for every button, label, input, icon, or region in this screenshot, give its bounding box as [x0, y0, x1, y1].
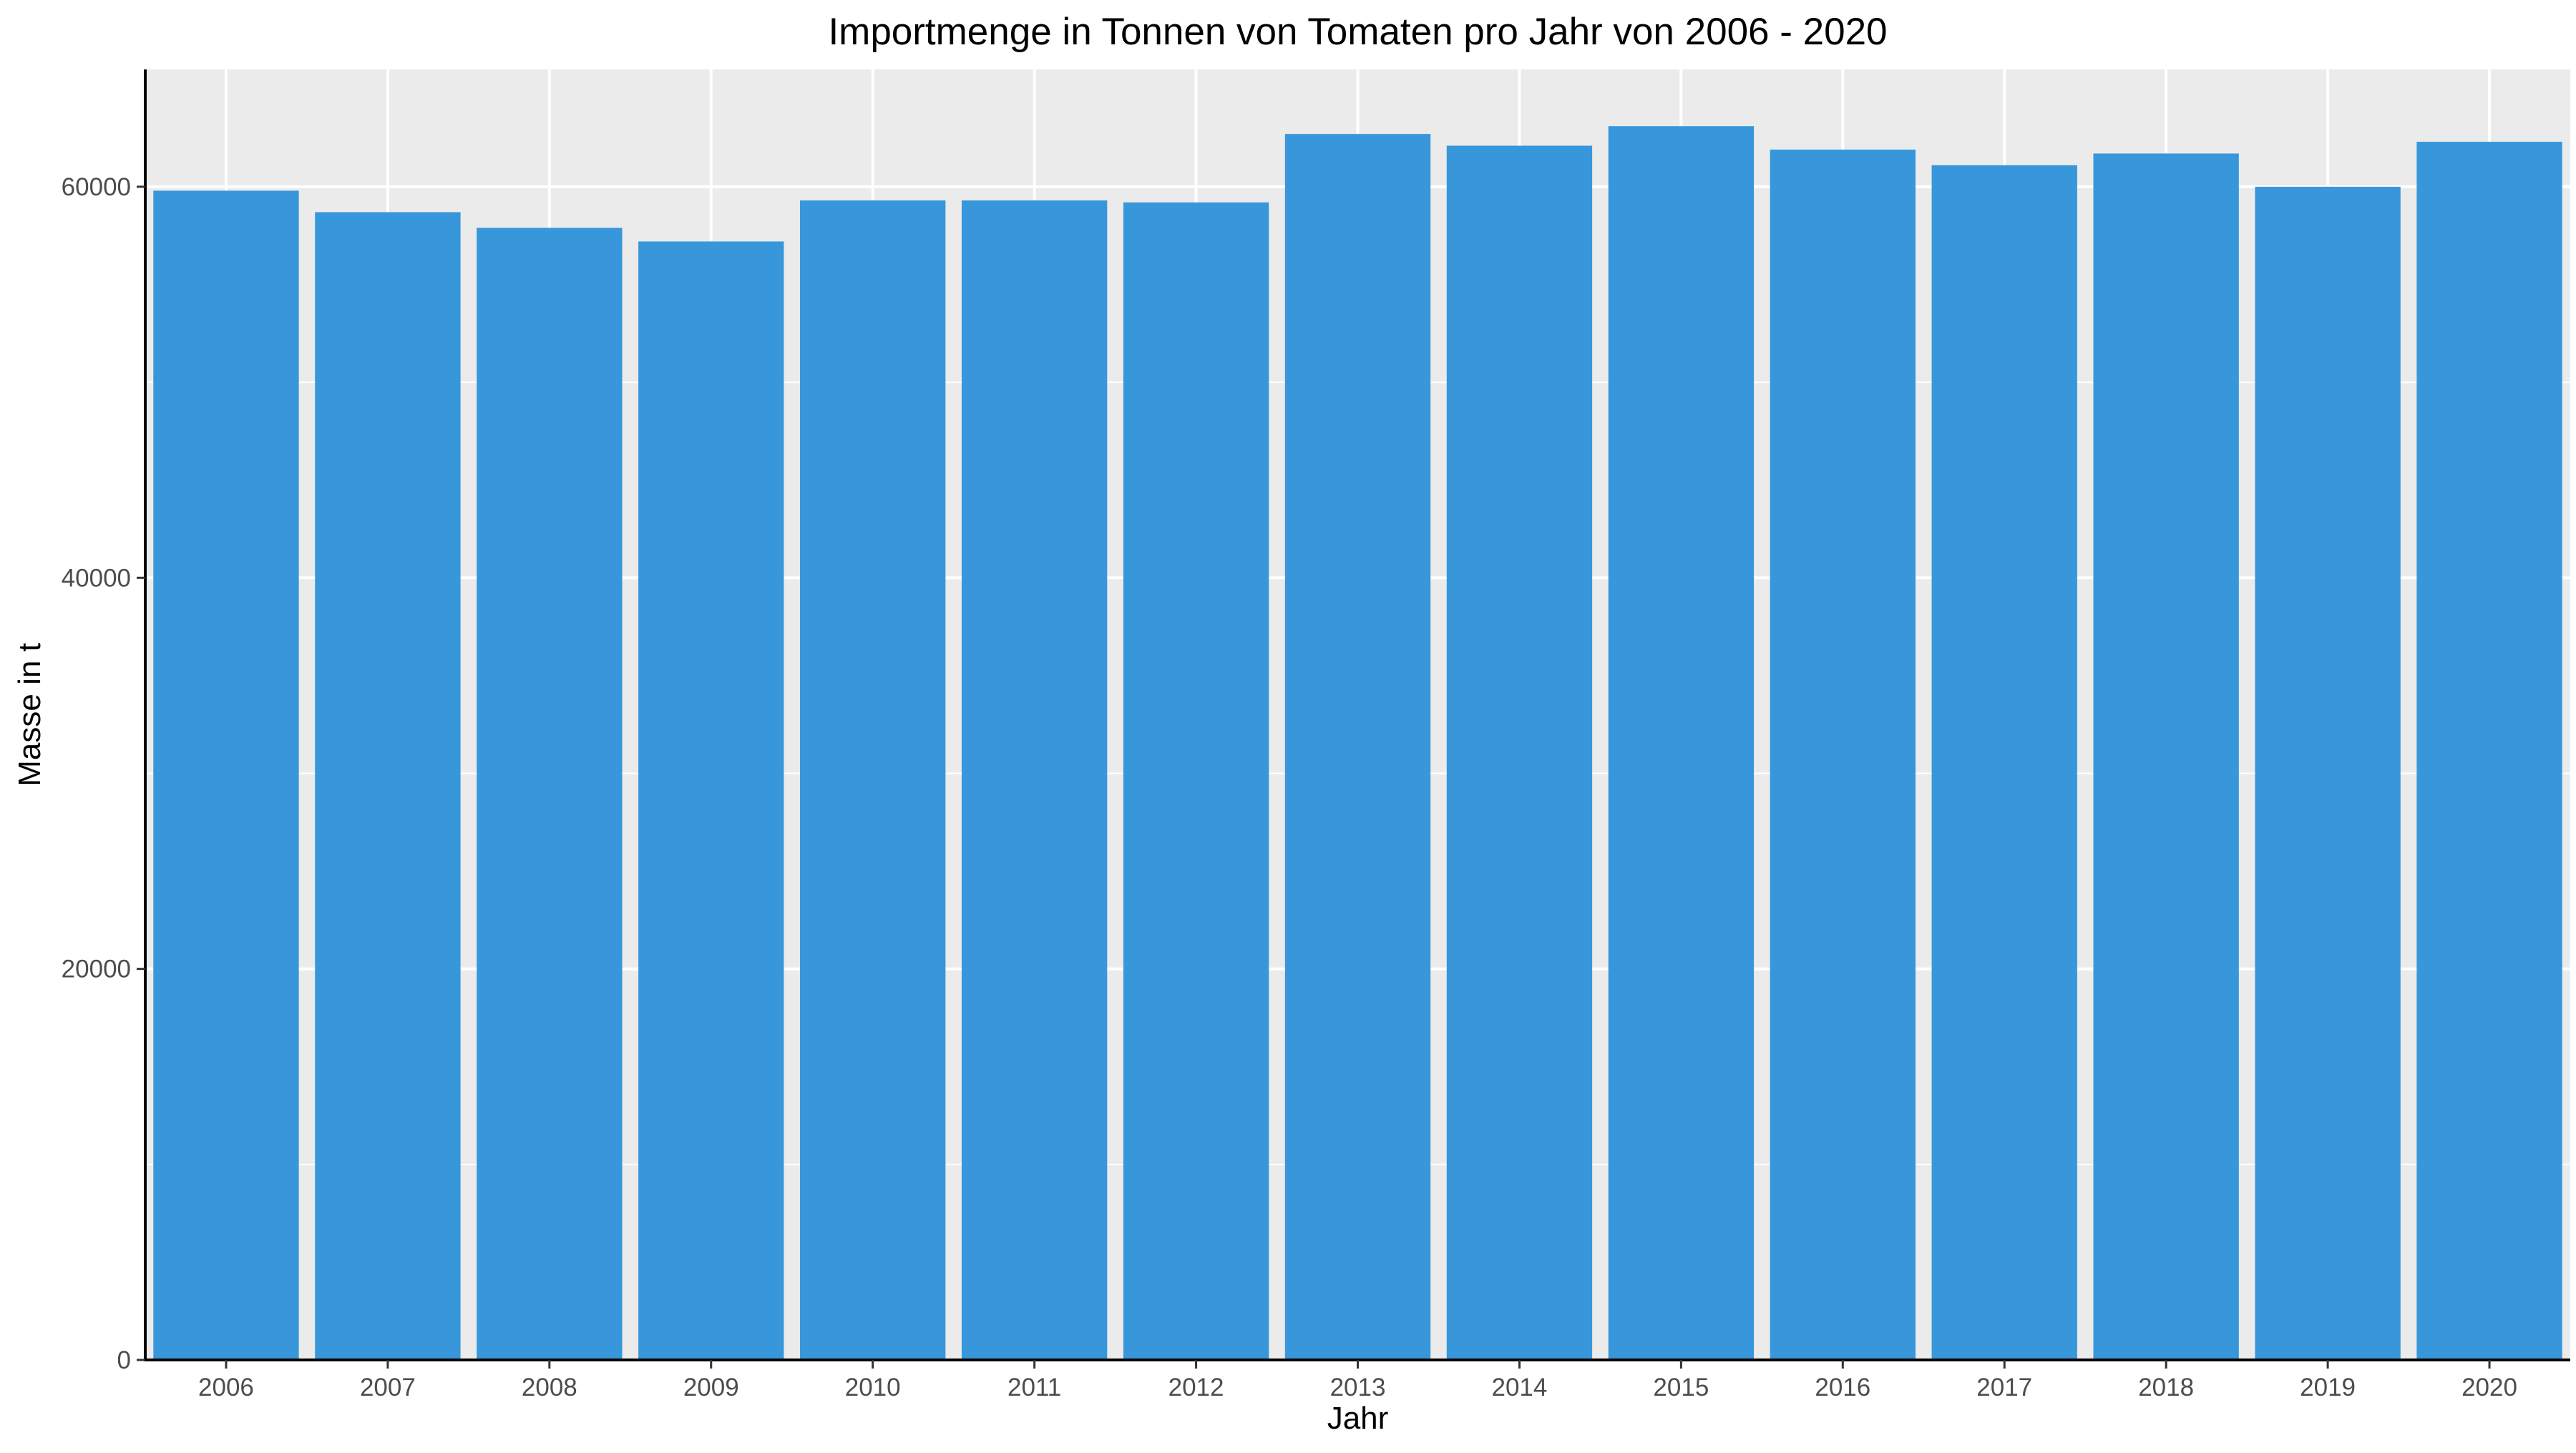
x-tick-label: 2006 — [198, 1374, 254, 1401]
y-axis-title: Masse in t — [12, 643, 47, 787]
y-tick-label: 20000 — [62, 956, 131, 983]
x-tick-label: 2009 — [683, 1374, 739, 1401]
x-tick-label: 2010 — [845, 1374, 901, 1401]
bar-2014 — [1446, 145, 1593, 1361]
x-tick-label: 2014 — [1491, 1374, 1547, 1401]
x-tick-label: 2019 — [2300, 1374, 2356, 1401]
bar-2013 — [1284, 134, 1431, 1360]
x-tick-label: 2011 — [1008, 1374, 1061, 1401]
x-tick-label: 2017 — [1976, 1374, 2032, 1401]
bar-2012 — [1123, 202, 1269, 1360]
y-tick-label: 40000 — [62, 564, 131, 592]
y-tick-label: 60000 — [62, 173, 131, 201]
x-tick-label: 2013 — [1330, 1374, 1386, 1401]
x-tick-label: 2016 — [1815, 1374, 1870, 1401]
bar-2018 — [2093, 153, 2239, 1361]
bar-2006 — [153, 190, 299, 1360]
bar-2008 — [477, 228, 623, 1360]
x-axis-title: Jahr — [1327, 1401, 1389, 1436]
bar-2007 — [315, 212, 461, 1360]
bar-2011 — [961, 200, 1108, 1360]
bar-2009 — [638, 241, 784, 1360]
bar-2020 — [2416, 142, 2562, 1360]
x-tick-label: 2015 — [1653, 1374, 1709, 1401]
bar-2017 — [1931, 165, 2077, 1360]
bar-2015 — [1608, 126, 1755, 1360]
x-tick-label: 2007 — [360, 1374, 416, 1401]
x-tick-label: 2008 — [522, 1374, 577, 1401]
bar-2016 — [1770, 150, 1916, 1361]
x-tick-label: 2018 — [2138, 1374, 2194, 1401]
x-tick-label: 2020 — [2462, 1374, 2517, 1401]
bars — [153, 126, 2562, 1361]
bar-2019 — [2255, 186, 2401, 1361]
bar-2010 — [800, 200, 946, 1360]
y-tick-label: 0 — [117, 1346, 131, 1374]
chart-title: Importmenge in Tonnen von Tomaten pro Ja… — [828, 11, 1887, 53]
x-tick-label: 2012 — [1169, 1374, 1224, 1401]
tick-labels: 0 20000 40000 60000 2006 2007 2008 2009 2010 2011… — [62, 173, 2517, 1401]
